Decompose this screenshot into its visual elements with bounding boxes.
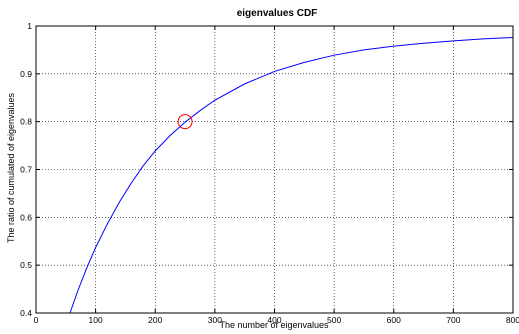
y-tick-label: 0.7 [20,165,32,175]
ticks [35,25,514,314]
y-tick-label: 0.4 [20,308,32,318]
series-line [69,36,514,314]
chart-title: eigenvalues CDF [237,8,318,19]
x-tick-label: 0 [34,315,39,325]
x-tick-label: 500 [327,315,341,325]
x-tick-label: 400 [267,315,281,325]
y-tick-label: 1 [27,21,32,31]
y-tick-labels: 0.4 0.5 0.6 0.7 0.8 0.9 1 [20,21,32,318]
y-tick-label: 0.8 [20,117,32,127]
x-tick-label: 300 [208,315,222,325]
x-tick-labels: 0 100 200 300 400 500 600 700 800 [34,315,519,325]
y-axis-title: The ratio of cumulated of eigenvalues [6,92,16,243]
y-tick-label: 0.6 [20,212,32,222]
x-tick-label: 100 [89,315,103,325]
x-axis-title: The number of eigenvalues [219,320,329,330]
x-tick-label: 200 [148,315,162,325]
x-tick-label: 700 [446,315,460,325]
x-tick-label: 800 [506,315,519,325]
y-tick-label: 0.5 [20,260,32,270]
y-tick-label: 0.9 [20,69,32,79]
grid [36,26,513,313]
x-tick-label: 600 [387,315,401,325]
highlight-marker [177,114,193,130]
